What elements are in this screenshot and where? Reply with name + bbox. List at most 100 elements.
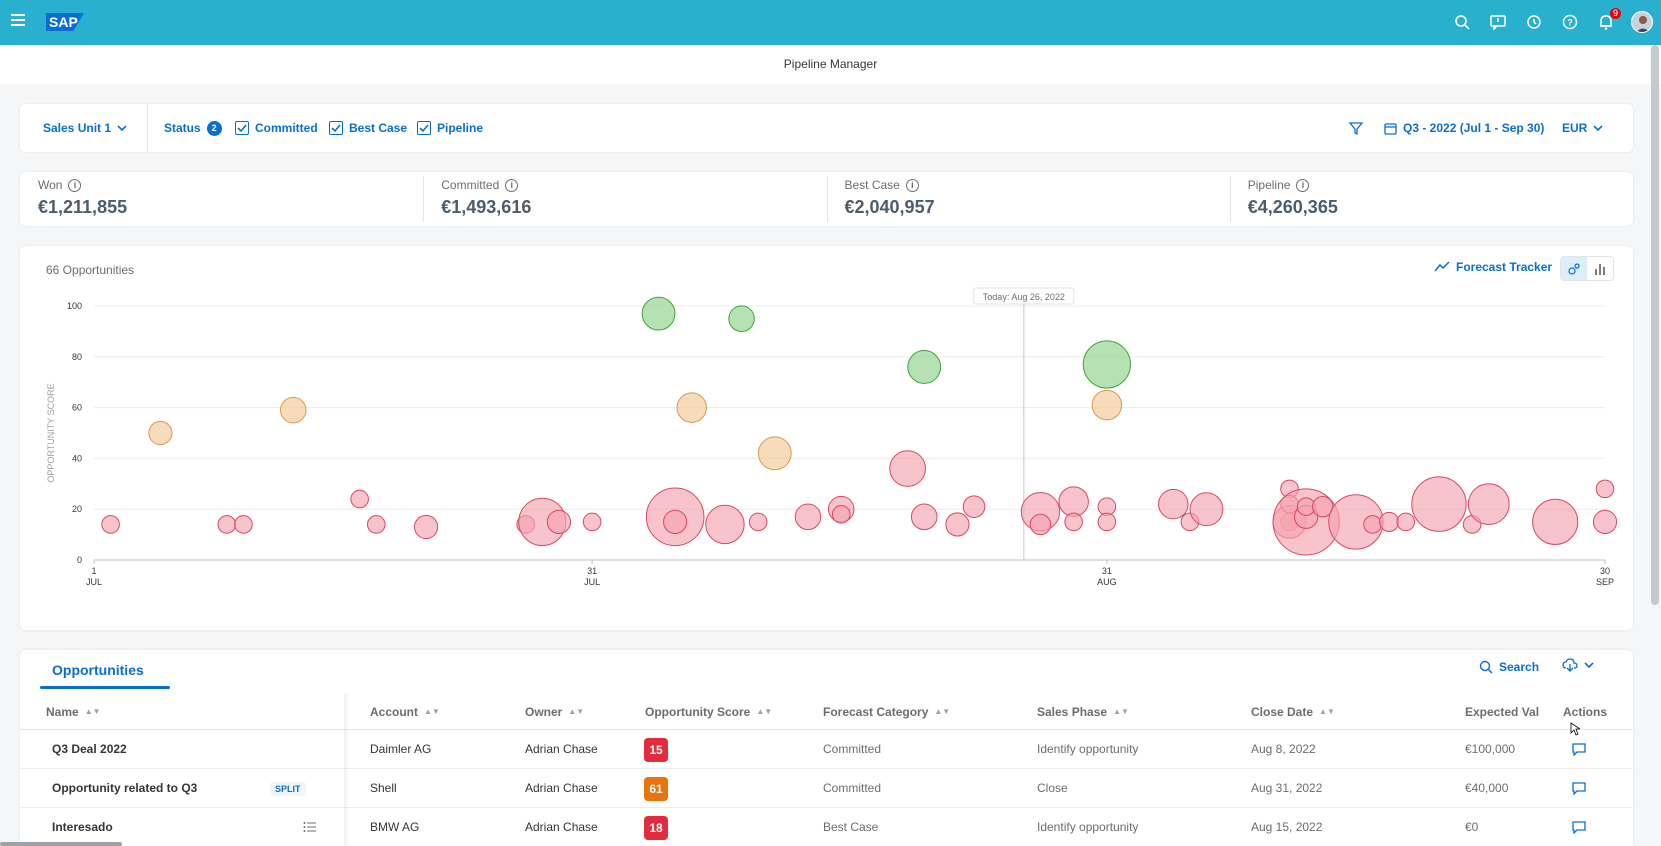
- checkbox-pipeline[interactable]: Pipeline: [417, 104, 483, 152]
- filter-bar: Sales Unit 1 Status 2 Committed Best Cas…: [20, 104, 1633, 152]
- bubble-red: [1029, 513, 1052, 536]
- col-header-account[interactable]: Account ▲▼: [370, 694, 440, 730]
- cell-expected-value: €40,000: [1465, 781, 1509, 795]
- svg-text:?: ?: [1567, 18, 1573, 28]
- col-label: Account: [370, 705, 418, 719]
- bubble-red: [1064, 512, 1083, 532]
- table-row[interactable]: Q3 Deal 2022 Daimler AG Adrian Chase 15 …: [20, 730, 1633, 769]
- info-icon[interactable]: i: [1296, 178, 1310, 192]
- info-icon[interactable]: i: [905, 178, 919, 192]
- vertical-scrollbar[interactable]: [1651, 45, 1659, 605]
- col-header-score[interactable]: Opportunity Score ▲▼: [645, 694, 772, 730]
- notifications-icon[interactable]: 9: [1595, 8, 1621, 33]
- col-header-owner[interactable]: Owner ▲▼: [525, 694, 584, 730]
- checkbox-label: Best Case: [349, 121, 408, 135]
- col-header-actions: Actions: [1563, 694, 1607, 730]
- forecast-tracker-button[interactable]: Forecast Tracker: [1434, 260, 1552, 274]
- sort-icon: ▲▼: [424, 707, 440, 716]
- tab-opportunities[interactable]: Opportunities: [52, 662, 144, 678]
- y-axis-label: OPPORTUNITY SCORE: [46, 383, 56, 482]
- bubble-red: [945, 512, 970, 537]
- cell-phase: Identify opportunity: [1037, 742, 1139, 756]
- menu-icon[interactable]: [11, 14, 25, 28]
- chat-icon[interactable]: [1571, 772, 1587, 811]
- kpi-label: Committed: [441, 178, 500, 192]
- period-select[interactable]: Q3 - 2022 (Jul 1 - Sep 30): [1384, 104, 1544, 152]
- bubble-chart-icon[interactable]: [1561, 257, 1587, 280]
- history-icon[interactable]: [1523, 11, 1545, 33]
- bubble-red: [1363, 515, 1382, 534]
- bar-chart-icon[interactable]: [1587, 257, 1613, 280]
- score-badge: 18: [644, 816, 668, 840]
- sap-logo[interactable]: SAP: [46, 13, 84, 31]
- chat-icon[interactable]: [1571, 733, 1587, 772]
- sort-icon: ▲▼: [756, 707, 773, 716]
- col-header-phase[interactable]: Sales Phase ▲▼: [1037, 694, 1129, 730]
- list-icon[interactable]: [303, 808, 317, 846]
- today-label-box: [973, 287, 1075, 305]
- period-label: Q3 - 2022 (Jul 1 - Sep 30): [1403, 121, 1545, 135]
- status-filter[interactable]: Status 2: [164, 104, 222, 152]
- checkbox-icon[interactable]: [235, 121, 249, 135]
- bubble-red: [1411, 476, 1467, 532]
- help-icon[interactable]: ?: [1559, 11, 1581, 33]
- sales-unit-label: Sales Unit 1: [43, 121, 112, 135]
- cell-name[interactable]: Q3 Deal 2022: [52, 742, 127, 756]
- table-row[interactable]: Opportunity related to Q3 SPLIT Shell Ad…: [20, 769, 1633, 808]
- bubble-red: [1097, 512, 1117, 532]
- x-tick-day: 1: [91, 566, 96, 576]
- tab-underline: [40, 686, 170, 689]
- cell-name[interactable]: Opportunity related to Q3: [52, 781, 198, 795]
- col-header-close-date[interactable]: Close Date ▲▼: [1251, 694, 1335, 730]
- sales-unit-select[interactable]: Sales Unit 1: [43, 104, 127, 152]
- sort-icon: ▲▼: [568, 707, 585, 716]
- download-menu[interactable]: [1562, 658, 1594, 672]
- cell-owner: Adrian Chase: [525, 742, 598, 756]
- col-label: Sales Phase: [1037, 705, 1108, 719]
- cell-account: BMW AG: [370, 820, 420, 834]
- chat-icon[interactable]: [1571, 811, 1587, 846]
- kpi-pipeline: Pipeline i €4,260,365: [1229, 172, 1633, 226]
- feedback-icon[interactable]: [1487, 11, 1509, 33]
- table-header: Name ▲▼ Account ▲▼ Owner ▲▼ Opportunity Sco…: [20, 694, 1633, 730]
- checkbox-committed[interactable]: Committed: [235, 104, 318, 152]
- currency-select[interactable]: EUR: [1562, 104, 1603, 152]
- bubble-green: [641, 296, 676, 331]
- sort-icon: ▲▼: [1113, 707, 1129, 716]
- bubble-red: [1595, 479, 1615, 499]
- bubble-red: [1158, 488, 1189, 520]
- checkbox-icon[interactable]: [329, 121, 343, 135]
- bubble-orange: [279, 396, 307, 424]
- bubble-red: [910, 503, 938, 531]
- bubble-orange: [148, 420, 173, 446]
- col-label: Opportunity Score: [645, 705, 751, 719]
- filter-icon[interactable]: [1349, 104, 1363, 152]
- bubble-red: [962, 495, 986, 518]
- col-header-expected-value[interactable]: Expected Val: [1465, 694, 1545, 730]
- col-header-name[interactable]: Name ▲▼: [46, 694, 101, 730]
- user-avatar[interactable]: [1631, 11, 1653, 33]
- checkbox-best-case[interactable]: Best Case: [329, 104, 407, 152]
- cloud-download-icon: [1562, 658, 1578, 672]
- kpi-label: Pipeline: [1247, 178, 1291, 192]
- info-icon[interactable]: i: [68, 178, 82, 192]
- bubble-red: [234, 515, 253, 534]
- bubble-red: [1058, 486, 1089, 517]
- x-tick-month: SEP: [1596, 577, 1614, 587]
- checkbox-icon[interactable]: [417, 121, 431, 135]
- bubble-red: [1532, 498, 1579, 545]
- chevron-down-icon: [1584, 662, 1594, 669]
- bubble-red: [101, 515, 120, 534]
- bubble-red: [794, 503, 822, 531]
- table-search-button[interactable]: Search: [1479, 660, 1539, 674]
- table-row[interactable]: Interesado BMW AG Adrian Chase 18 Best C…: [20, 808, 1633, 846]
- search-icon[interactable]: [1451, 11, 1473, 33]
- info-icon[interactable]: i: [505, 178, 519, 192]
- bubble-red: [366, 515, 386, 534]
- kpi-strip: Won i €1,211,855 Committed i €1,493,616 Be…: [20, 172, 1633, 226]
- horizontal-scrollbar[interactable]: [0, 842, 122, 846]
- col-header-forecast[interactable]: Forecast Category ▲▼: [823, 694, 950, 730]
- bubble-red: [1189, 492, 1224, 527]
- bubble-red: [705, 504, 745, 545]
- cell-name[interactable]: Interesado: [52, 820, 113, 834]
